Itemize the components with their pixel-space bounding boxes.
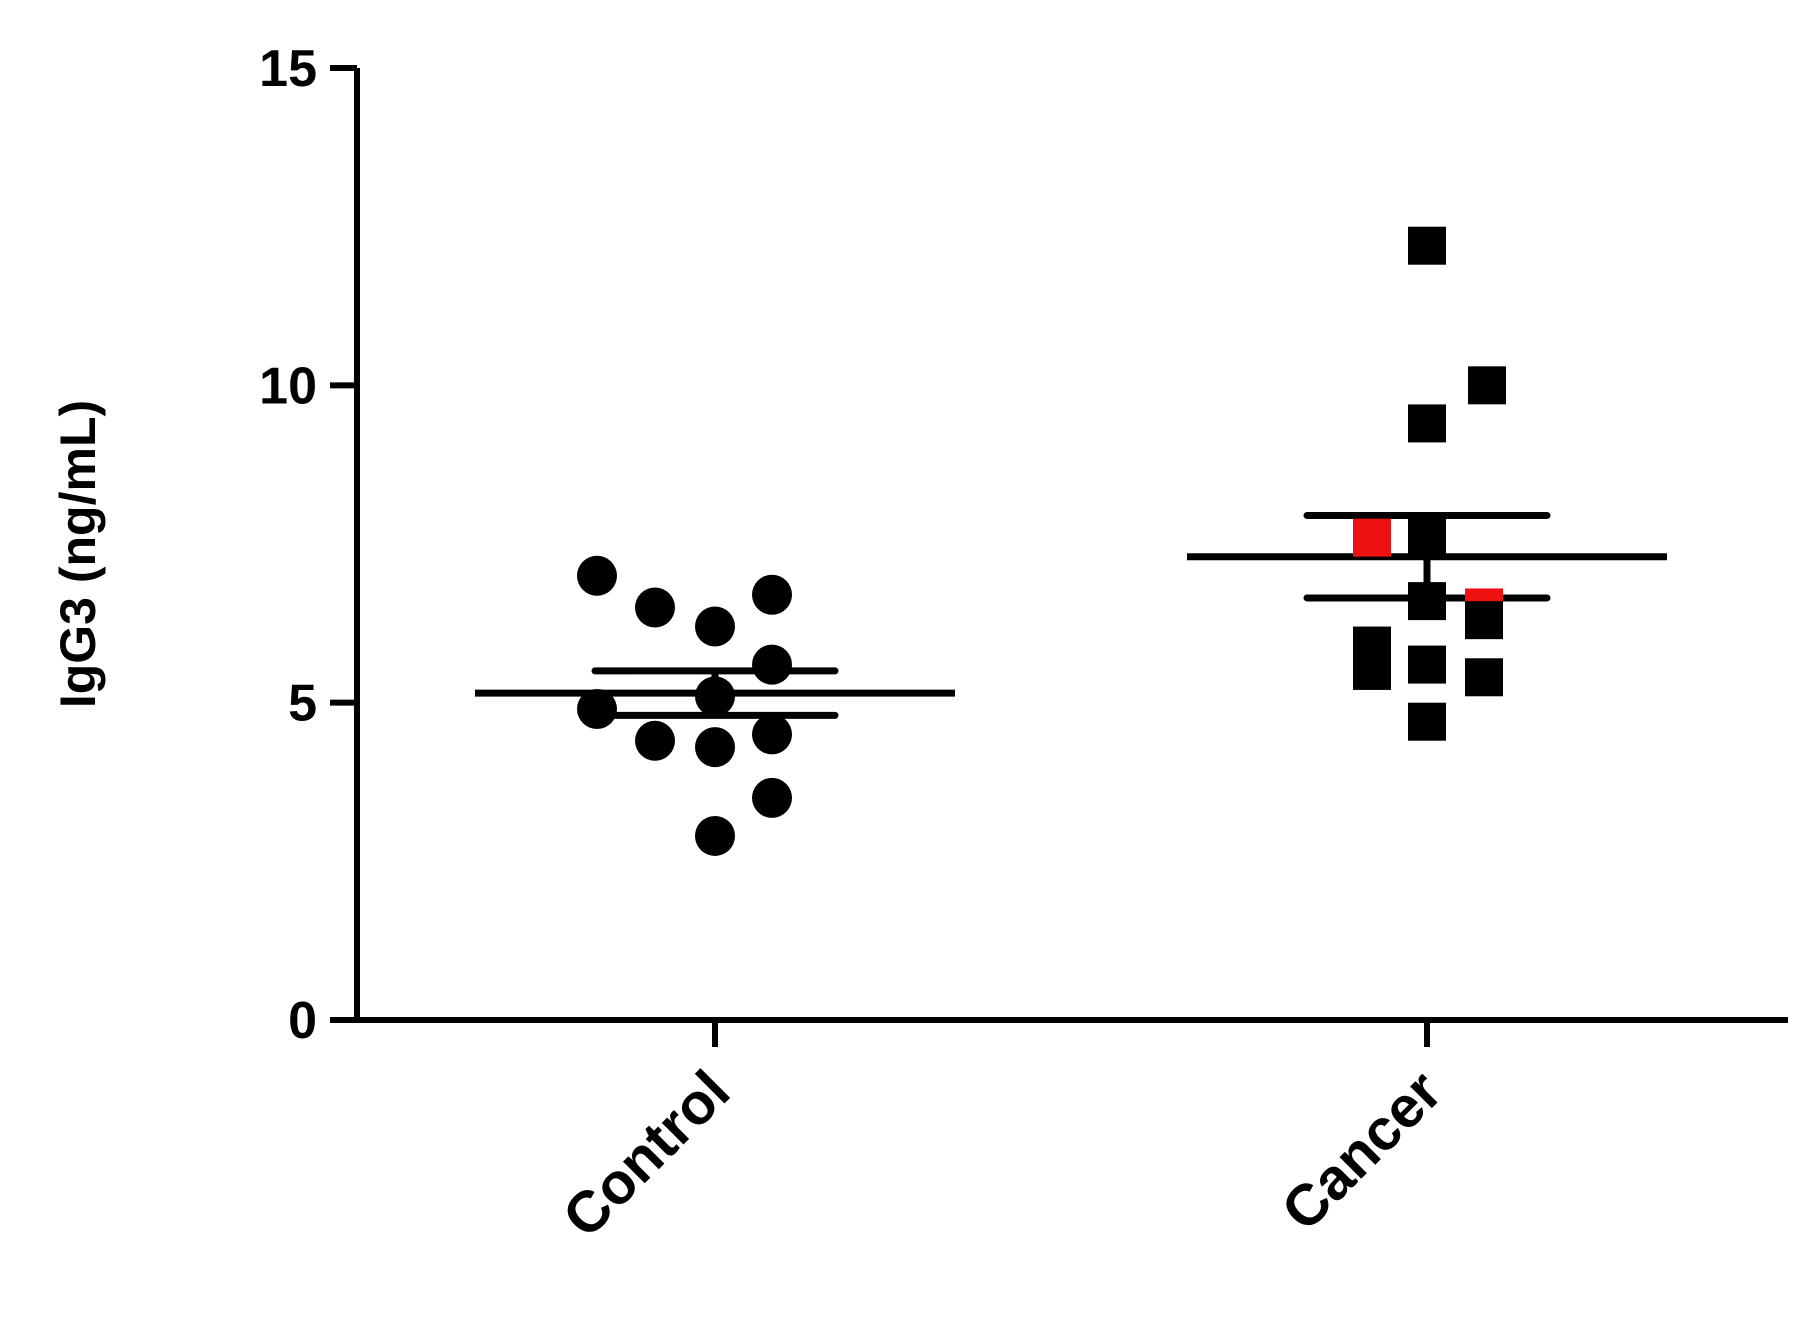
y-axis-ticks: 0 5 10 15 — [259, 40, 357, 1050]
x-tick-label: Control — [550, 1058, 742, 1250]
y-tick-label: 5 — [288, 675, 317, 733]
control-point — [752, 714, 792, 755]
cancer-point — [1408, 645, 1446, 684]
cancer-point — [1408, 582, 1446, 621]
control-point — [752, 644, 792, 685]
cancer-point — [1465, 601, 1503, 640]
cancer-point — [1408, 518, 1446, 557]
cancer-point — [1408, 702, 1446, 741]
cancer-point — [1468, 366, 1506, 405]
cancer-point — [1465, 658, 1503, 697]
x-axis-ticks: Control Cancer — [550, 1020, 1454, 1250]
control-point — [577, 555, 617, 596]
control-point — [577, 689, 617, 730]
y-axis-label: IgG3 (ng/mL) — [50, 400, 106, 708]
cancer-point — [1408, 404, 1446, 443]
cancer-point — [1353, 651, 1391, 690]
cancer-point — [1408, 226, 1446, 265]
control-point — [695, 606, 735, 647]
control-point — [635, 720, 675, 761]
control-point — [695, 676, 735, 717]
y-tick-label: 10 — [259, 357, 317, 415]
axes: 0 5 10 15 Control Cancer — [259, 40, 1788, 1250]
control-point — [695, 727, 735, 768]
control-point — [752, 777, 792, 818]
control-point — [635, 587, 675, 628]
data-points — [577, 226, 1506, 856]
y-tick-label: 15 — [259, 40, 317, 98]
cancer-point — [1353, 518, 1391, 557]
control-point — [695, 815, 735, 856]
y-tick-label: 0 — [288, 992, 317, 1050]
x-tick-label: Cancer — [1269, 1058, 1454, 1243]
control-point — [752, 574, 792, 615]
